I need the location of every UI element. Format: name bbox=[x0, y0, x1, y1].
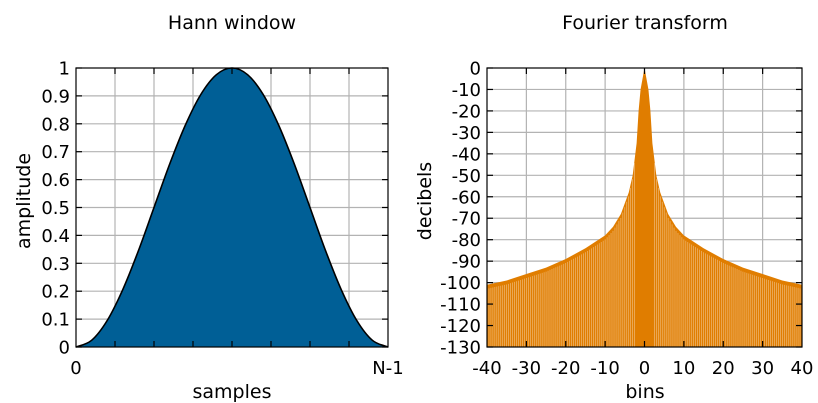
ft-ticks bbox=[487, 67, 802, 348]
ft-y-tick-label: -70 bbox=[452, 209, 481, 230]
ft-y-tick-label: -120 bbox=[440, 316, 481, 337]
ft-x-tick-label: 20 bbox=[712, 358, 735, 379]
hann-ticks bbox=[76, 67, 388, 348]
hann-tick-labels: 0 0.1 0.2 0.3 0.4 0.5 0.6 0.7 0.8 0.9 1 0 N-1 bbox=[41, 59, 403, 380]
ft-x-tick-label: -30 bbox=[512, 358, 541, 379]
hann-y-tick-label: 0.2 bbox=[41, 282, 70, 303]
hann-y-tick-label: 0 bbox=[59, 338, 70, 359]
ft-y-tick-label: 0 bbox=[470, 59, 481, 80]
ft-y-tick-label: -50 bbox=[452, 166, 481, 187]
hann-y-axis-label: amplitude bbox=[13, 153, 35, 249]
hann-window-chart: 0 0.1 0.2 0.3 0.4 0.5 0.6 0.7 0.8 0.9 1 0 N-1 Hann w… bbox=[13, 12, 404, 403]
ft-y-tick-label: -40 bbox=[452, 144, 481, 165]
ft-x-tick-label: -20 bbox=[551, 358, 580, 379]
ft-x-tick-label: -10 bbox=[590, 358, 619, 379]
ft-x-tick-label: 40 bbox=[791, 358, 814, 379]
ft-tick-labels: 0-10-20-30-40-50-60-70-80-90-100-110-120… bbox=[440, 59, 813, 380]
ft-y-tick-label: -10 bbox=[452, 80, 481, 101]
ft-x-tick-label: 10 bbox=[672, 358, 695, 379]
hann-chart-title: Hann window bbox=[168, 12, 296, 34]
hann-y-tick-label: 0.8 bbox=[41, 114, 70, 135]
ft-y-tick-label: -90 bbox=[452, 252, 481, 273]
ft-x-tick-label: -40 bbox=[472, 358, 501, 379]
ft-chart-title: Fourier transform bbox=[562, 12, 728, 34]
ft-y-tick-label: -30 bbox=[452, 123, 481, 144]
ft-x-tick-label: 30 bbox=[751, 358, 774, 379]
ft-y-tick-label: -20 bbox=[452, 101, 481, 122]
ft-y-tick-label: -110 bbox=[440, 295, 481, 316]
ft-y-tick-label: -60 bbox=[452, 187, 481, 208]
ft-x-tick-label: 0 bbox=[639, 358, 650, 379]
hann-y-tick-label: 1 bbox=[59, 59, 70, 80]
hann-y-tick-label: 0.5 bbox=[41, 198, 70, 219]
ft-y-tick-label: -130 bbox=[440, 338, 481, 359]
hann-x-axis-label: samples bbox=[193, 381, 272, 403]
hann-window-area bbox=[76, 68, 388, 347]
hann-y-tick-label: 0.9 bbox=[41, 86, 70, 107]
ft-sidelobe-ripples bbox=[488, 163, 801, 347]
ft-y-axis-label: decibels bbox=[414, 162, 436, 240]
ft-y-tick-label: -80 bbox=[452, 230, 481, 251]
ft-x-axis-label: bins bbox=[625, 381, 664, 403]
hann-y-tick-label: 0.3 bbox=[41, 254, 70, 275]
fourier-transform-chart: 0-10-20-30-40-50-60-70-80-90-100-110-120… bbox=[414, 12, 813, 403]
hann-x-tick-label: N-1 bbox=[372, 358, 403, 379]
hann-y-tick-label: 0.4 bbox=[41, 226, 70, 247]
hann-x-tick-label: 0 bbox=[70, 358, 81, 379]
ft-y-tick-label: -100 bbox=[440, 273, 481, 294]
hann-y-tick-label: 0.6 bbox=[41, 170, 70, 191]
hann-y-tick-label: 0.7 bbox=[41, 142, 70, 163]
hann-y-tick-label: 0.1 bbox=[41, 310, 70, 331]
